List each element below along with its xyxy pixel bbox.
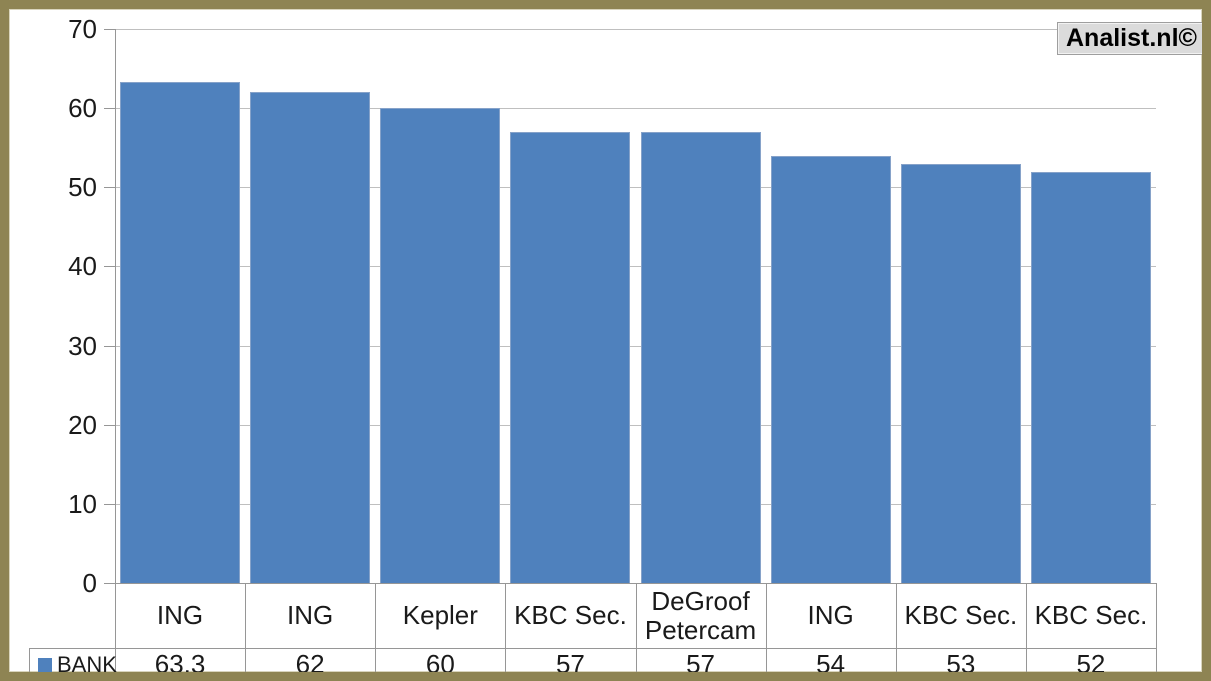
value-cell-8: 52 [1076,649,1106,679]
value-cell-1: 63,3 [154,649,206,679]
table-column-border-3 [505,583,507,672]
bar-3-kepler [380,108,501,583]
table-column-border-5 [765,583,767,672]
y-tick-label-10: 10 [68,488,97,519]
gridline-50 [115,187,1156,189]
gridline-30 [115,345,1156,347]
bar-2-ing [250,92,371,583]
y-tick-label-20: 20 [68,409,97,440]
value-cell-7: 53 [946,649,976,679]
gridline-60 [115,108,1156,110]
y-tick-label-0: 0 [82,568,97,598]
bar-4-kbc-sec- [510,131,631,583]
bar-6-ing [770,155,891,583]
y-tick-label-70: 70 [68,14,97,44]
category-cell-7: KBC Sec. [904,600,1018,631]
category-cell-2: ING [287,600,334,631]
y-tick-label-40: 40 [68,251,97,282]
y-tick-label-50: 50 [68,172,97,203]
category-cell-8: KBC Sec. [1034,600,1148,631]
table-column-border-2 [375,583,377,672]
y-tickmark-40 [104,266,115,268]
brand-badge: Analist.nl© [1057,22,1202,55]
legend-marker-icon [38,657,52,672]
legend-cell: BANK [29,648,117,677]
y-tickmark-10 [104,503,115,505]
category-cell-1: ING [156,600,204,631]
table-mid-border [29,648,1157,649]
y-tick-label-30: 30 [68,330,97,361]
table-column-border-1 [245,583,247,672]
y-tickmark-50 [104,187,115,189]
y-tickmark-60 [104,108,115,110]
gridline-10 [115,503,1156,505]
table-column-border-4 [635,583,637,672]
category-cell-6: ING [807,600,854,631]
value-cell-3: 60 [425,649,455,679]
value-cell-6: 54 [816,649,846,679]
table-column-border-7 [1025,583,1027,672]
value-cell-5: 57 [686,649,715,679]
bar-1-ing [120,82,241,583]
y-tickmark-20 [104,424,115,426]
category-cell-4: KBC Sec. [514,600,627,631]
bar-5-degroof-petercam [640,131,761,583]
category-cell-3: Kepler [402,600,478,631]
gridline-70 [115,29,1156,30]
bar-8-kbc-sec- [1030,171,1151,583]
table-column-border-8 [1156,583,1157,672]
y-tick-label-60: 60 [68,93,97,124]
category-cell-5: DeGroof Petercam [644,585,757,645]
value-cell-4: 57 [555,649,585,679]
legend-cell-left-border [29,648,30,672]
y-tickmark-70 [104,29,115,30]
table-column-border-6 [895,583,897,672]
gridline-20 [115,424,1156,426]
y-axis-line [115,29,116,672]
bar-7-kbc-sec- [900,163,1021,583]
legend-series-label: BANK [57,651,117,677]
y-tickmark-30 [104,345,115,347]
gridline-40 [115,266,1156,268]
y-tickmark-0 [104,583,115,584]
value-cell-2: 62 [295,649,325,679]
